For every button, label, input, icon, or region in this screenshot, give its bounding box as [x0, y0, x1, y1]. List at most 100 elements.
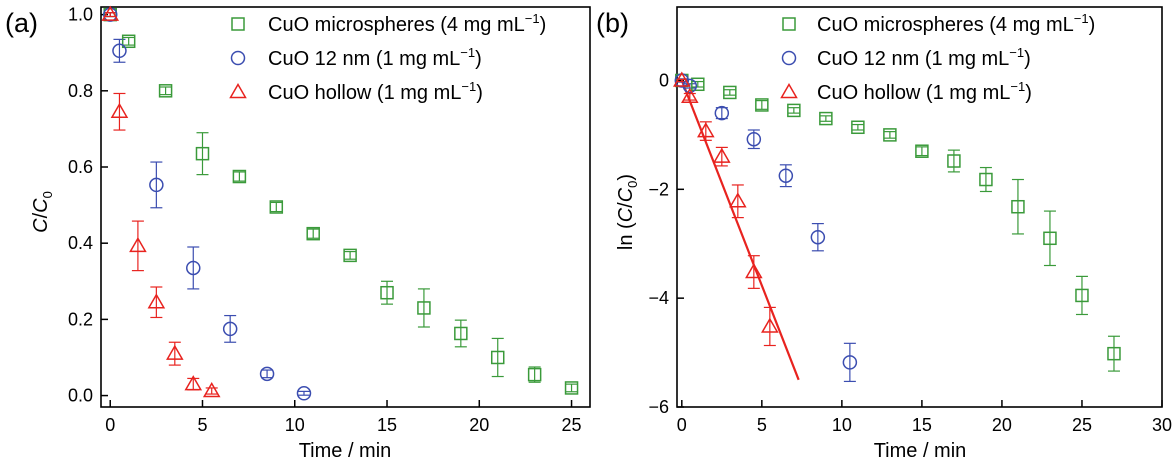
- y-tick-label: 0.4: [68, 233, 93, 253]
- data-point-square: [723, 85, 737, 100]
- legend-marker-square: [231, 17, 245, 31]
- panel-a-y-axis-title: C/C0: [30, 191, 55, 233]
- panel-a-label: (a): [5, 8, 38, 38]
- data-point-circle: [222, 321, 238, 337]
- y-tick-label: 0.0: [68, 386, 93, 406]
- data-point-circle: [746, 131, 762, 147]
- panel-b-y-ticks: −6 −4 −2 0: [648, 70, 684, 417]
- legend-marker-circle: [781, 50, 797, 66]
- panel-a-errorbars: [104, 12, 578, 396]
- data-point-triangle: [681, 87, 699, 104]
- data-point-square: [851, 120, 865, 135]
- data-point-triangle: [184, 375, 203, 391]
- y-tick-label: 0.6: [68, 157, 93, 177]
- legend-label: CuO microspheres (4 mg mL−1): [268, 11, 546, 36]
- y-tick-label: 1.0: [68, 5, 93, 25]
- panel-a-markers: [101, 5, 579, 401]
- data-point-triangle: [202, 381, 221, 398]
- x-tick-label: 15: [912, 415, 932, 435]
- data-point-square: [1075, 288, 1089, 303]
- panel-a-x-ticks: 0 5 10 15 20 25: [105, 400, 582, 435]
- data-point-circle: [714, 105, 730, 121]
- data-point-square: [564, 381, 579, 395]
- data-point-square: [1107, 346, 1121, 361]
- data-point-circle: [259, 366, 275, 382]
- data-point-circle: [810, 229, 826, 245]
- data-point-triangle: [147, 293, 166, 309]
- data-point-circle: [112, 43, 127, 59]
- data-point-square: [979, 172, 993, 187]
- legend-label: CuO microspheres (4 mg mL−1): [817, 11, 1095, 36]
- data-point-circle: [149, 177, 164, 193]
- y-tick-label: −4: [648, 288, 669, 308]
- data-point-square: [417, 301, 431, 315]
- data-point-triangle: [101, 5, 120, 21]
- x-tick-label: 5: [197, 415, 207, 435]
- x-tick-label: 0: [105, 415, 115, 435]
- data-point-square: [883, 128, 897, 142]
- x-tick-label: 5: [757, 415, 767, 435]
- data-point-square: [691, 77, 705, 92]
- panel-b-label: (b): [596, 8, 629, 38]
- panel-a-x-axis-title: Time / min: [299, 440, 392, 462]
- data-point-triangle: [729, 192, 747, 208]
- data-point-square: [380, 285, 394, 300]
- panel-b-fit: [680, 80, 800, 381]
- x-tick-label: 20: [992, 415, 1012, 435]
- panel-b-markers: [673, 71, 1121, 370]
- data-point-square: [1011, 199, 1025, 214]
- legend-marker-triangle: [229, 82, 247, 99]
- data-point-square: [1043, 231, 1057, 246]
- data-point-triangle: [697, 122, 715, 138]
- data-point-square: [915, 144, 929, 158]
- data-point-circle: [296, 386, 312, 401]
- data-point-square: [306, 226, 320, 241]
- panel-a-plot-frame: [100, 6, 591, 408]
- data-point-circle: [186, 260, 201, 276]
- data-point-circle: [842, 355, 858, 370]
- y-tick-label: 0.2: [68, 309, 93, 329]
- data-point-square: [121, 34, 136, 49]
- legend-marker-triangle: [780, 82, 798, 99]
- data-point-triangle: [761, 317, 779, 333]
- legend-marker-square: [782, 17, 796, 31]
- x-tick-label: 15: [377, 415, 397, 435]
- data-point-triangle: [129, 236, 147, 253]
- x-tick-label: 25: [1072, 415, 1092, 435]
- data-point-square: [343, 248, 357, 263]
- data-point-square: [232, 169, 247, 184]
- data-point-triangle: [110, 102, 129, 119]
- data-point-square: [195, 146, 210, 161]
- panel-b-errorbars: [675, 78, 1120, 383]
- data-point-square: [527, 367, 542, 382]
- panel-a-legend: CuO microspheres (4 mg mL−1) CuO 12 nm (1…: [229, 11, 546, 104]
- data-point-square: [755, 98, 769, 112]
- data-point-square: [787, 103, 801, 118]
- linear-fit-line: [680, 80, 800, 381]
- legend-label: CuO 12 nm (1 mg mL−1): [268, 45, 482, 70]
- y-tick-label: −2: [648, 179, 669, 199]
- data-point-square: [490, 350, 505, 365]
- x-tick-label: 10: [832, 415, 852, 435]
- panel-a-chart: (a) 0 5 10 15 20 25 0.0 0.2 0.4 0.6 0.8 1.0 CuO mi…: [5, 5, 591, 462]
- y-tick-label: −6: [648, 397, 669, 417]
- data-point-triangle: [745, 263, 763, 279]
- data-point-square: [269, 200, 284, 214]
- x-tick-label: 30: [1152, 415, 1172, 435]
- data-point-square: [158, 84, 173, 98]
- y-tick-label: 0.8: [68, 81, 93, 101]
- x-tick-label: 0: [677, 415, 687, 435]
- data-point-triangle: [673, 71, 691, 87]
- panel-b-x-axis-title: Time / min: [874, 440, 967, 462]
- data-point-triangle: [166, 344, 184, 360]
- panel-b-y-axis-title: ln (C/C0): [615, 174, 640, 250]
- panel-b-plot-frame: [676, 6, 1163, 408]
- data-point-square: [947, 154, 961, 168]
- legend-marker-circle: [230, 50, 246, 66]
- legend-label: CuO hollow (1 mg mL−1): [817, 79, 1032, 104]
- panel-a-y-ticks: 0.0 0.2 0.4 0.6 0.8 1.0: [68, 5, 108, 406]
- x-tick-label: 20: [469, 415, 489, 435]
- legend-label: CuO 12 nm (1 mg mL−1): [817, 45, 1031, 70]
- data-point-triangle: [713, 147, 731, 163]
